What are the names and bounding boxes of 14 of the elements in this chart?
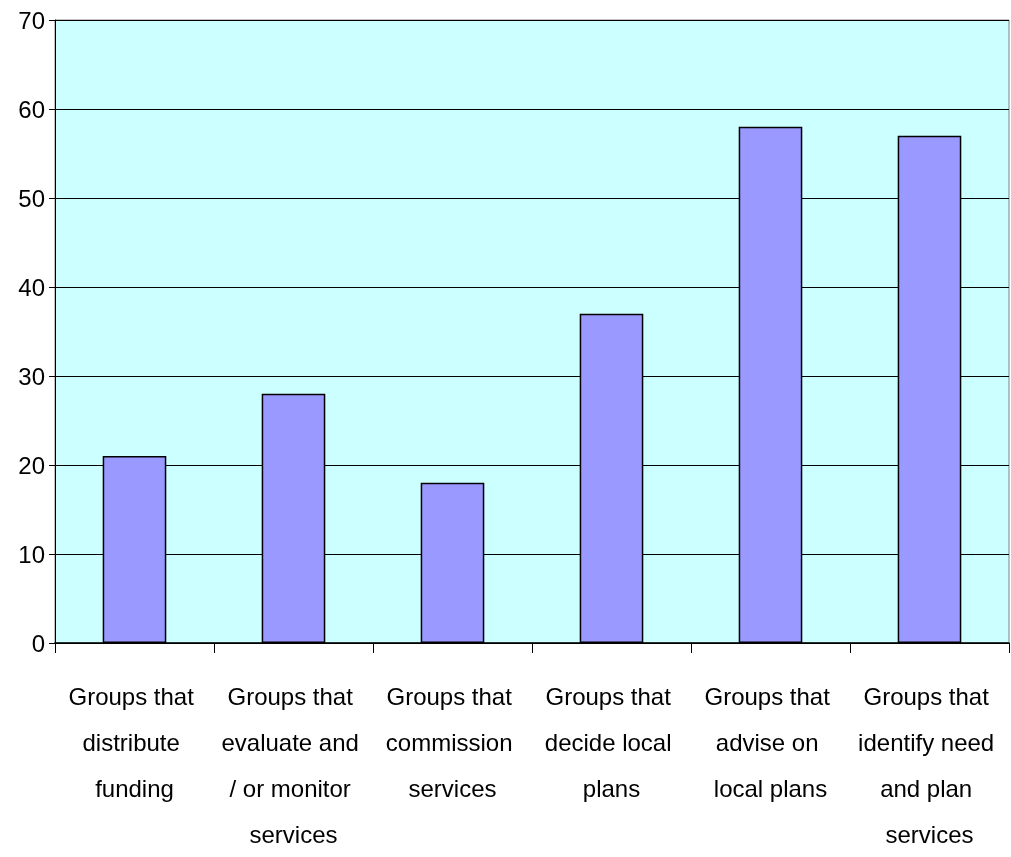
y-tick-label: 60 — [18, 95, 45, 123]
y-tick-label: 10 — [18, 540, 45, 568]
y-tick-label: 0 — [31, 629, 45, 657]
y-tick-label: 40 — [18, 273, 45, 301]
y-tick-label: 50 — [18, 184, 45, 212]
y-tick-label: 30 — [18, 362, 45, 390]
y-tick-label: 20 — [18, 451, 45, 479]
x-tick-label: Groups that commission services — [385, 682, 520, 802]
y-tick-label: 70 — [18, 6, 45, 34]
x-tick-label: Groups that decide local plans — [544, 682, 679, 802]
x-tick-label: Groups that identify need and plan services — [858, 682, 1001, 848]
x-tick-label: Groups that evaluate and / or monitor services — [221, 682, 366, 848]
x-tick-label: Groups that distribute funding — [68, 682, 201, 802]
x-tick-label: Groups that advise on local plans — [704, 682, 837, 802]
